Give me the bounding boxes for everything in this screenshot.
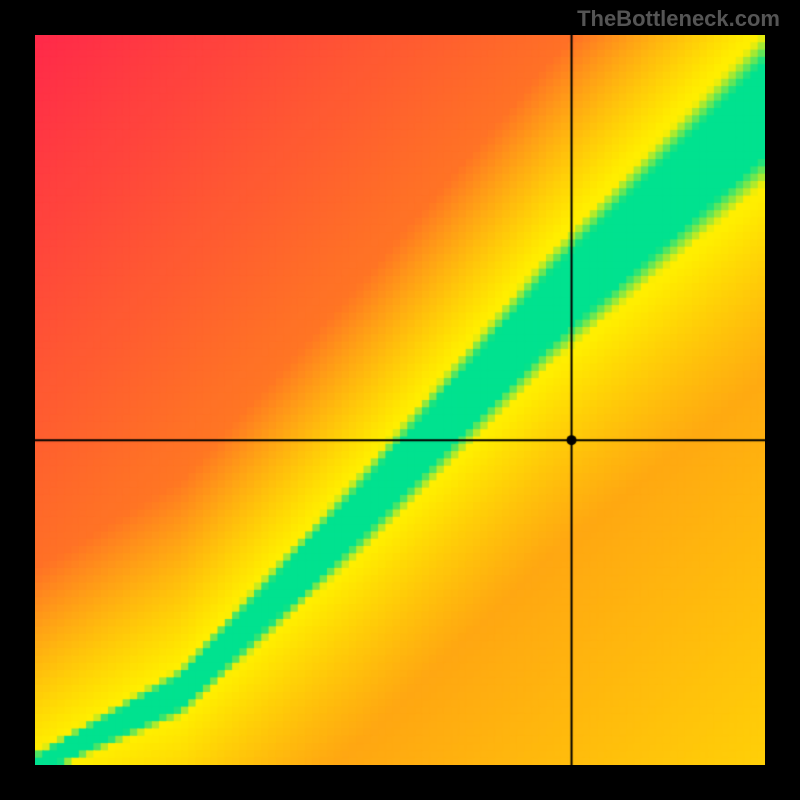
watermark-text: TheBottleneck.com xyxy=(577,6,780,32)
plot-frame xyxy=(35,35,765,765)
heatmap-canvas xyxy=(35,35,765,765)
chart-container: TheBottleneck.com xyxy=(0,0,800,800)
